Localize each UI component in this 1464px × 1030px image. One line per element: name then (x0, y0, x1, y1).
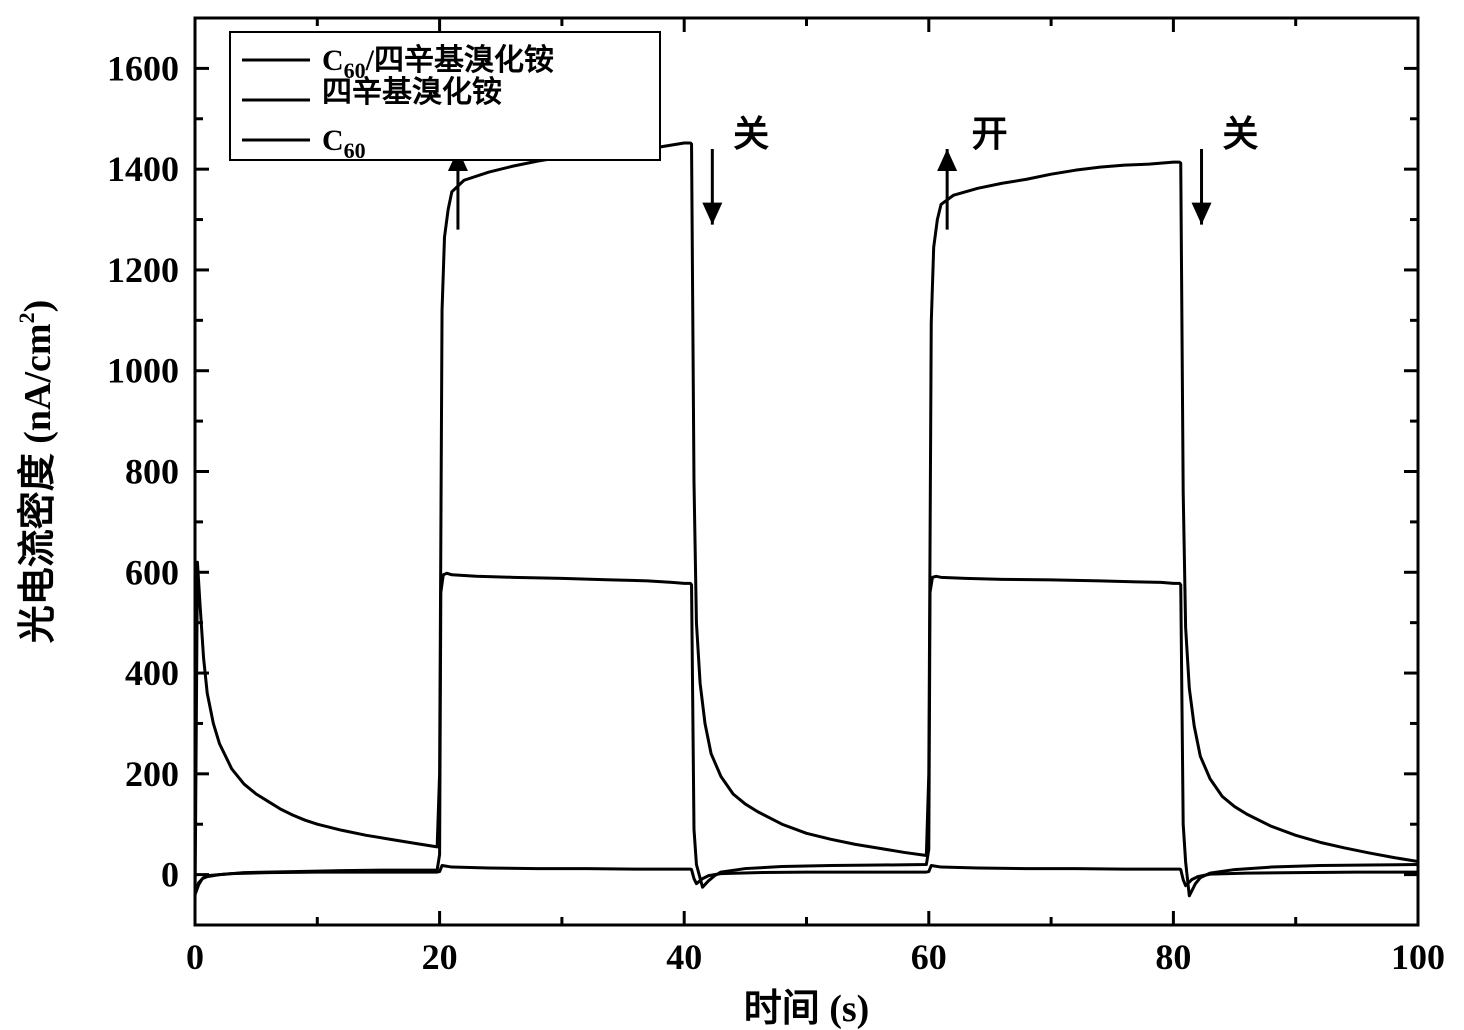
y-tick-label: 600 (125, 552, 179, 592)
x-tick-label: 60 (911, 937, 947, 977)
annotation-1: 关 (733, 114, 769, 154)
y-axis-label: 光电流密度 (nA/cm2) (14, 300, 59, 643)
y-tick-label: 400 (125, 653, 179, 693)
x-tick-label: 20 (422, 937, 458, 977)
y-tick-label: 1200 (107, 250, 179, 290)
photocurrent-chart: 0204060801000200400600800100012001400160… (0, 0, 1464, 1030)
x-tick-label: 0 (186, 937, 204, 977)
y-tick-label: 1400 (107, 149, 179, 189)
legend-item-1: 四辛基溴化铵 (322, 75, 502, 109)
x-tick-label: 80 (1155, 937, 1191, 977)
chart-container: 0204060801000200400600800100012001400160… (0, 0, 1464, 1030)
y-tick-label: 0 (161, 855, 179, 895)
x-axis-label: 时间 (s) (744, 988, 870, 1030)
y-tick-label: 1000 (107, 351, 179, 391)
y-tick-label: 800 (125, 452, 179, 492)
y-tick-label: 1600 (107, 48, 179, 88)
x-tick-label: 40 (666, 937, 702, 977)
y-tick-label: 200 (125, 754, 179, 794)
annotation-3: 关 (1222, 114, 1258, 154)
x-tick-label: 100 (1391, 937, 1445, 977)
annotation-2: 开 (972, 114, 1008, 154)
